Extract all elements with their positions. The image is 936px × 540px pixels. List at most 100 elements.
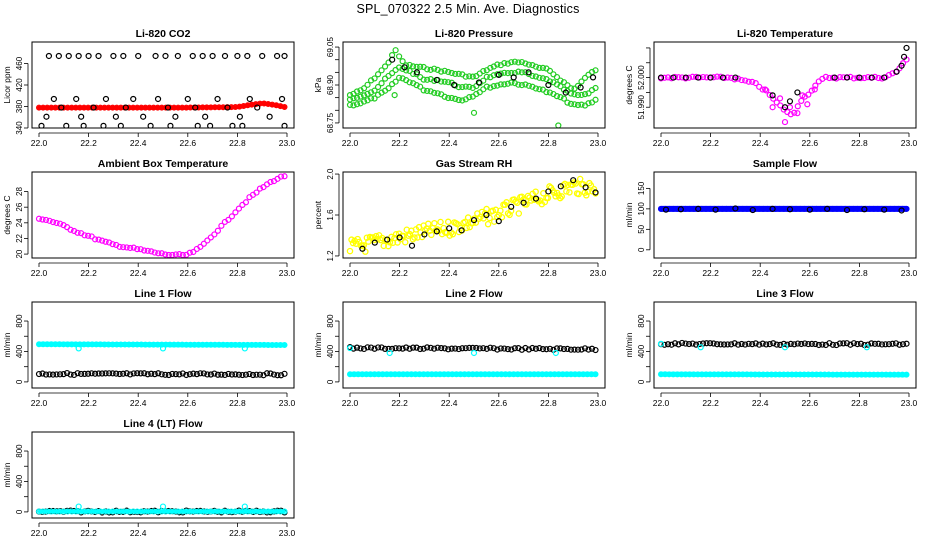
data-point — [364, 81, 371, 88]
data-point — [35, 508, 42, 515]
data-point — [269, 341, 276, 348]
data-point — [137, 370, 144, 377]
data-point — [134, 341, 141, 348]
x-tick-label: 22.2 — [702, 138, 719, 148]
data-point — [444, 218, 452, 226]
data-point — [868, 340, 875, 347]
data-point — [557, 94, 564, 101]
data-point — [130, 104, 137, 111]
data-point — [192, 104, 199, 111]
data-point — [522, 344, 529, 352]
data-point — [462, 73, 469, 80]
data-point — [269, 508, 276, 515]
data-point — [858, 371, 865, 378]
data-point — [536, 74, 543, 81]
data-point — [40, 508, 47, 515]
data-point — [536, 64, 543, 71]
data-point — [48, 341, 55, 348]
data-point — [261, 508, 268, 515]
y-axis-label: ml/min — [2, 462, 12, 487]
series-pressure-lower — [346, 74, 599, 109]
data-point — [809, 371, 816, 378]
data-point — [546, 67, 554, 74]
data-point — [269, 101, 276, 108]
data-point — [657, 74, 665, 81]
data-point — [714, 341, 721, 348]
data-point — [727, 371, 734, 378]
data-point — [374, 344, 382, 351]
data-point — [425, 220, 432, 228]
data-point — [874, 205, 881, 212]
data-point — [67, 226, 74, 233]
data-point — [367, 89, 375, 96]
data-point — [797, 371, 804, 378]
data-point — [97, 104, 104, 111]
panel-ambient: Ambient Box Temperature degrees C 22.0 22.2… — [2, 158, 296, 278]
data-point — [109, 104, 116, 111]
data-point — [202, 113, 209, 120]
data-point — [532, 195, 540, 202]
data-point — [547, 371, 554, 378]
data-point — [78, 113, 85, 120]
panel-line1: Line 1 Flow ml/min 22.0 22.2 22.4 22.6 22.8 23.… — [2, 288, 296, 408]
data-point — [228, 104, 235, 111]
plot-frame — [31, 41, 295, 129]
data-point — [784, 371, 791, 378]
data-point — [662, 205, 669, 212]
data-point — [224, 104, 231, 111]
data-point — [550, 189, 558, 196]
data-point — [396, 371, 403, 378]
data-point — [812, 340, 819, 348]
data-point — [228, 341, 235, 348]
data-point — [203, 508, 210, 515]
data-point — [441, 371, 448, 378]
data-point — [854, 205, 861, 212]
data-point — [698, 371, 705, 378]
data-point — [682, 340, 689, 347]
plot-frame — [342, 171, 606, 259]
data-point — [40, 104, 47, 111]
data-point — [85, 232, 92, 239]
x-tick-label: 22.6 — [491, 398, 508, 408]
data-point — [571, 101, 578, 108]
data-point — [768, 371, 775, 378]
data-point — [60, 341, 67, 348]
data-point — [277, 341, 284, 348]
data-point — [228, 213, 236, 220]
data-point — [752, 371, 759, 378]
data-point — [130, 341, 137, 348]
y-tick-label: 420 — [15, 78, 24, 92]
data-point — [437, 218, 444, 226]
data-point — [510, 371, 517, 378]
data-point — [567, 100, 575, 107]
data-point — [483, 211, 490, 219]
data-point — [53, 219, 60, 227]
data-point — [514, 371, 521, 378]
data-point — [179, 104, 186, 111]
data-point — [346, 91, 354, 99]
series-co2-band — [35, 100, 288, 111]
data-point — [769, 205, 776, 212]
data-point — [235, 205, 243, 212]
data-point — [428, 371, 435, 378]
data-point — [179, 508, 186, 515]
data-point — [539, 371, 546, 378]
data-point — [381, 63, 389, 70]
data-point — [670, 371, 677, 378]
data-point — [97, 508, 104, 515]
data-point — [805, 91, 812, 98]
data-point — [490, 83, 497, 90]
series-line4-cyan-spikes — [75, 503, 248, 510]
data-point — [113, 370, 120, 377]
data-point — [209, 52, 216, 60]
data-point — [193, 371, 200, 378]
data-point — [172, 113, 179, 120]
data-point — [903, 371, 910, 378]
data-point — [703, 371, 710, 378]
data-point — [661, 341, 668, 348]
data-point — [229, 122, 236, 128]
data-point — [581, 345, 589, 352]
data-point — [520, 199, 527, 206]
data-point — [536, 86, 543, 93]
x-tick-label: 22.8 — [540, 138, 557, 148]
